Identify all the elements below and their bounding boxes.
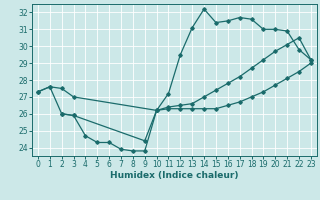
X-axis label: Humidex (Indice chaleur): Humidex (Indice chaleur): [110, 171, 239, 180]
